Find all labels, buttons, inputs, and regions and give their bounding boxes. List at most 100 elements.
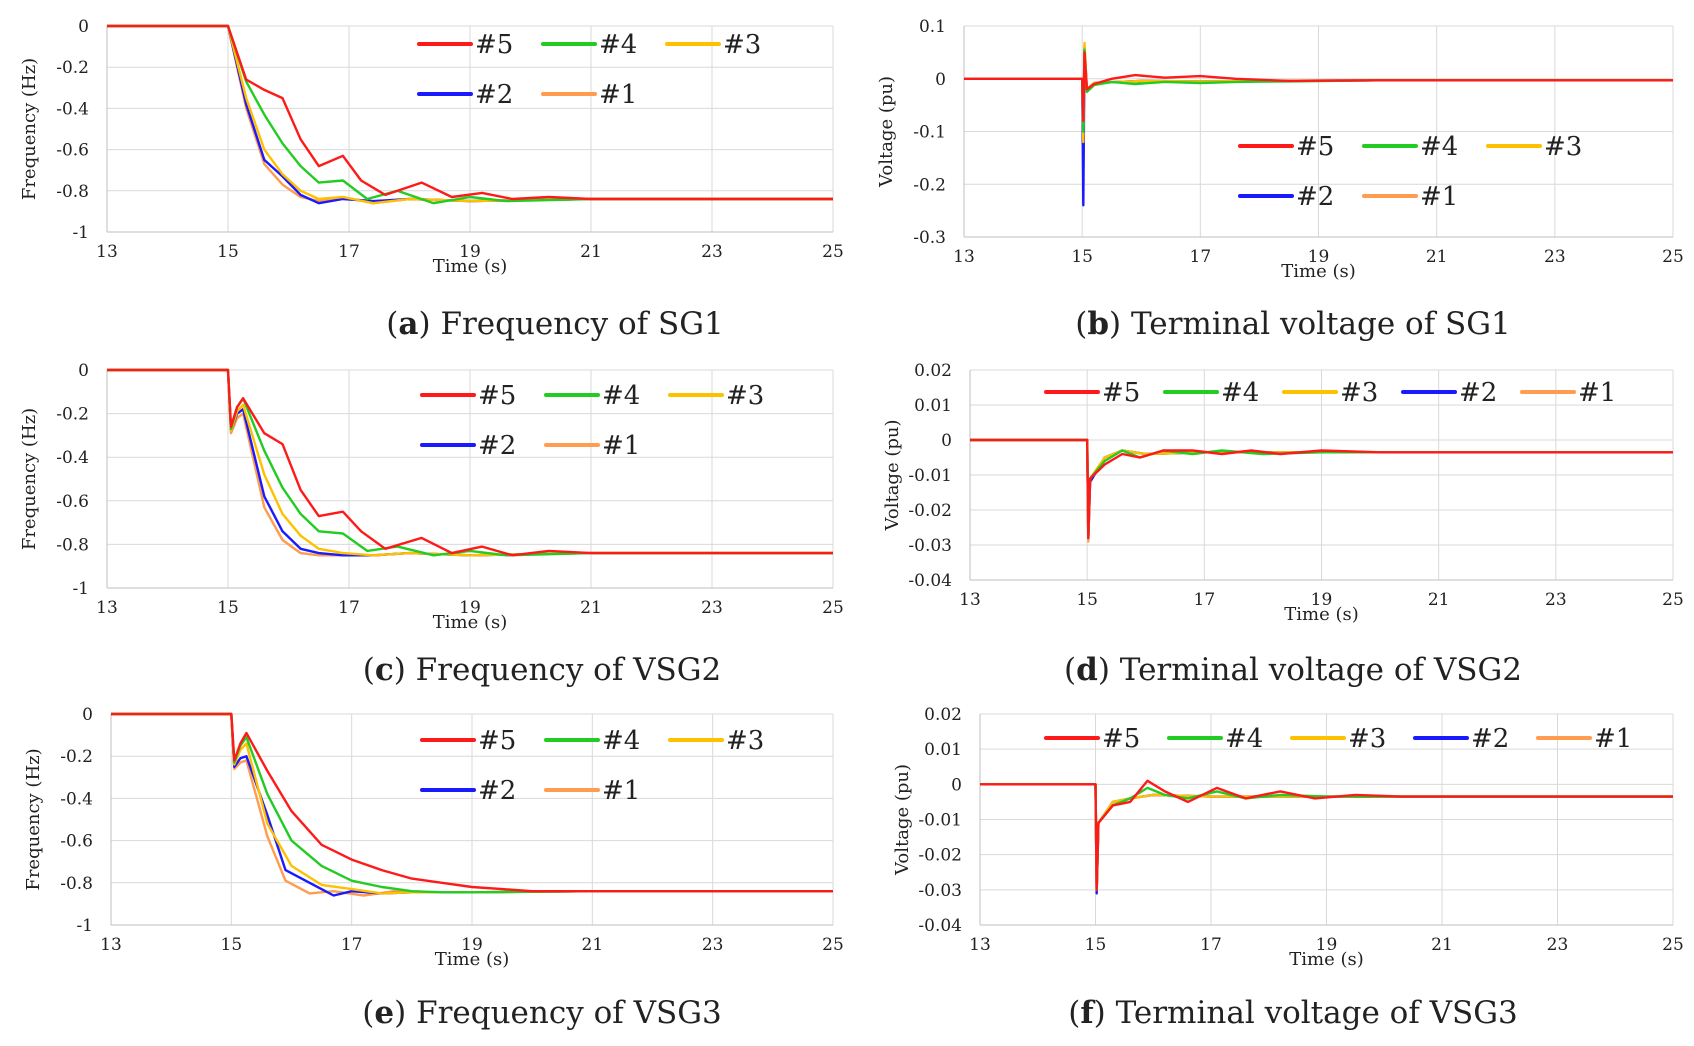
y-tick-label: -0.03	[918, 881, 962, 901]
x-tick-label: 19	[1308, 247, 1330, 267]
y-tick-label: -0.03	[908, 536, 952, 556]
x-tick-label: 23	[702, 935, 724, 955]
legend-label: #2	[475, 80, 513, 110]
caption-text: Terminal voltage of SG1	[1131, 306, 1511, 342]
legend-item: #3	[1282, 378, 1378, 408]
x-tick-label: 13	[96, 242, 118, 262]
legend-label: #5	[478, 726, 516, 756]
x-tick-label: 13	[969, 935, 991, 955]
caption-text: Terminal voltage of VSG2	[1120, 652, 1522, 688]
y-tick-label: -0.8	[56, 535, 89, 555]
series-line-n5	[964, 51, 1673, 123]
y-tick-label: -0.2	[913, 175, 946, 195]
x-tick-label: 25	[822, 242, 844, 262]
legend-label: #2	[478, 431, 516, 461]
y-tick-label: -0.8	[60, 874, 93, 894]
series-line-n5	[980, 779, 1673, 891]
legend-label: #4	[1225, 724, 1263, 754]
y-tick-label: 0.1	[919, 17, 946, 37]
x-tick-label: 21	[1431, 935, 1453, 955]
legend-label: #1	[1420, 182, 1458, 212]
x-tick-label: 25	[1662, 935, 1684, 955]
x-tick-label: 21	[580, 598, 602, 618]
y-tick-label: 0.01	[914, 396, 952, 416]
x-tick-label: 23	[1544, 247, 1566, 267]
caption-letter: d	[1076, 652, 1098, 688]
legend-label: #3	[1340, 378, 1378, 408]
series-line-n5	[107, 368, 833, 557]
y-tick-label: -1	[72, 579, 89, 599]
panel-f: 13 15 17 19 21 23 25 0.02 0.01 0 -0.01 -0.02 -0.03 -0…	[892, 705, 1684, 1031]
y-tick-label: 0	[935, 70, 946, 90]
legend-label: #1	[599, 80, 637, 110]
y-tick-label: -0.4	[56, 99, 89, 119]
y-tick-label: 0	[78, 17, 89, 37]
panel-b: 13 15 17 19 21 23 25 0.1 0 -0.1 -0.2 -0.3 Time (s) Vo…	[876, 17, 1684, 342]
legend-item: #1	[1520, 378, 1616, 408]
x-tick-label: 15	[1085, 935, 1107, 955]
x-tick-label: 23	[1545, 590, 1567, 610]
panel-caption: (b) Terminal voltage of SG1	[1075, 306, 1511, 342]
legend-label: #2	[1459, 378, 1497, 408]
y-tick-label: -0.04	[918, 916, 962, 936]
legend-label: #1	[1578, 378, 1616, 408]
y-tick-label: 0.02	[914, 361, 952, 381]
y-axis-label: Voltage (pu)	[882, 420, 903, 532]
y-tick-label: -0.1	[913, 123, 946, 143]
panel-c: 13 15 17 19 21 23 25 0 -0.2 -0.4 -0.6 -0.8 -1 Time (s…	[19, 361, 844, 688]
legend-item: #1	[1536, 724, 1632, 754]
legend-label: #5	[1296, 132, 1334, 162]
x-tick-label: 23	[1547, 935, 1569, 955]
x-tick-label: 15	[217, 598, 239, 618]
x-tick-label: 17	[1194, 590, 1216, 610]
caption-text: Frequency of SG1	[440, 306, 723, 342]
y-tick-label: 0	[82, 705, 93, 725]
legend-item: #1	[544, 776, 640, 806]
x-tick-label: 13	[959, 590, 981, 610]
y-axis-label: Voltage (pu)	[892, 764, 913, 876]
x-tick-label: 17	[338, 242, 360, 262]
legend-item: #3	[665, 30, 761, 60]
legend-label: #5	[1102, 724, 1140, 754]
legend-item: #5	[1238, 132, 1334, 162]
y-tick-label: -0.01	[908, 466, 952, 486]
y-tick-label: -0.6	[56, 141, 89, 161]
x-tick-label: 15	[217, 242, 239, 262]
legend-item: #3	[668, 726, 764, 756]
y-tick-label: -0.6	[60, 832, 93, 852]
series-line-n3	[107, 24, 833, 205]
legend-label: #1	[1594, 724, 1632, 754]
x-tick-label: 19	[459, 598, 481, 618]
legend-label: #3	[1544, 132, 1582, 162]
x-tick-label: 15	[221, 935, 243, 955]
caption-letter: b	[1087, 306, 1109, 342]
y-tick-label: 0	[78, 361, 89, 381]
panel-a: 13 15 17 19 21 23 25 0 -0.2 -0.4 -0.6 -0.8 -1 Time (s…	[19, 17, 844, 342]
y-tick-label: -0.2	[56, 58, 89, 78]
legend-item: #4	[1167, 724, 1263, 754]
x-axis-label: Time (s)	[1289, 949, 1364, 970]
x-tick-label: 13	[953, 247, 975, 267]
x-tick-label: 13	[96, 598, 118, 618]
x-tick-label: 25	[1662, 247, 1684, 267]
series-line-n5	[970, 438, 1673, 540]
y-tick-label: -0.02	[908, 501, 952, 521]
x-axis-label: Time (s)	[433, 612, 508, 633]
caption-letter: e	[374, 995, 394, 1031]
caption-text: Frequency of VSG2	[416, 652, 722, 688]
x-tick-label: 21	[1426, 247, 1448, 267]
x-tick-label: 25	[822, 598, 844, 618]
legend-item: #4	[544, 726, 640, 756]
caption-letter: c	[375, 652, 394, 688]
x-tick-label: 13	[100, 935, 122, 955]
x-axis-label: Time (s)	[1281, 261, 1356, 282]
legend-label: #2	[1296, 182, 1334, 212]
x-tick-label: 19	[1316, 935, 1338, 955]
legend-item: #4	[544, 381, 640, 411]
panel-caption: (c) Frequency of VSG2	[363, 652, 722, 688]
legend-item: #5	[417, 30, 513, 60]
y-tick-label: -0.4	[60, 789, 93, 809]
panel-caption: (d) Terminal voltage of VSG2	[1064, 652, 1522, 688]
legend-item: #5	[1044, 378, 1140, 408]
